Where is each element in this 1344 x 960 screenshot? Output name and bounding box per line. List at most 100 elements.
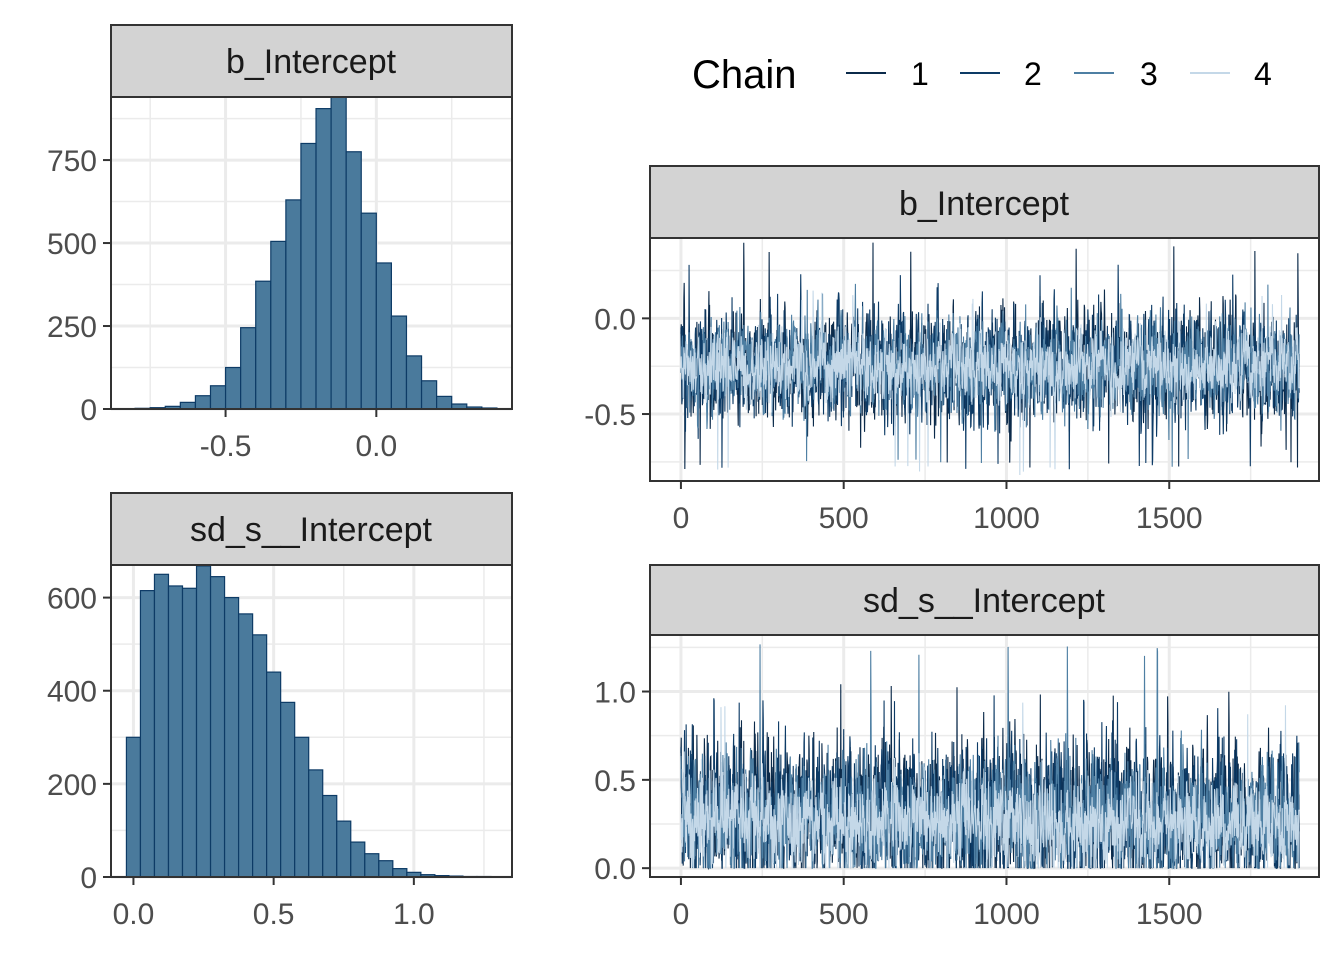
strip-background [649, 564, 1320, 636]
histogram-bar [209, 576, 226, 877]
histogram-bar [350, 841, 366, 877]
y-tick-label: -0.5 [584, 399, 636, 432]
strip-title: b_Intercept [226, 43, 397, 81]
histogram-bar [390, 315, 408, 409]
x-tick-label: 500 [819, 898, 869, 931]
y-tick-label: 0 [80, 394, 97, 427]
histogram-bar [223, 596, 240, 877]
histogram-bar [194, 395, 212, 409]
histogram-bar [167, 585, 184, 877]
trace-panel-sd-s-intercept: sd_s__Intercept 0 500 1000 1500 0.0 0.5 1.0 [594, 564, 1320, 931]
x-tick-label: 0 [673, 502, 690, 535]
histogram-bar [420, 380, 438, 409]
plot-area: 0 500 1000 1500 0.0 0.5 1.0 [594, 634, 1320, 931]
plot-area: -0.5 0.0 0 250 500 750 [47, 96, 513, 463]
histogram-bar [315, 108, 332, 409]
histogram-bar [270, 240, 287, 409]
histogram-bar [405, 355, 423, 409]
histogram-bar [255, 280, 272, 409]
panel-border [649, 237, 1320, 482]
legend-title: Chain [692, 53, 797, 97]
histogram-bar [237, 613, 254, 877]
strip-title: b_Intercept [899, 185, 1070, 223]
y-tick-label: 250 [47, 311, 97, 344]
y-tick-label: 500 [47, 228, 97, 261]
legend-label-2: 2 [1024, 56, 1042, 92]
trace-line-chain-4 [680, 702, 1300, 869]
plot-area: 0.0 0.5 1.0 0 200 400 600 [47, 564, 513, 931]
x-tick-label: 0.0 [355, 430, 397, 463]
histogram-panel-sd-s-intercept: sd_s__Intercept 0.0 0.5 1.0 0 200 400 600 [47, 492, 513, 931]
data-marks [680, 644, 1300, 871]
legend-label-4: 4 [1254, 56, 1272, 92]
histogram-panel-b-intercept: b_Intercept -0.5 0.0 0 250 500 750 [47, 24, 513, 463]
axes: 0 500 1000 1500 0.0 0.5 1.0 [594, 677, 1202, 931]
trace-line-chain-3 [680, 283, 1300, 467]
x-tick-label: 0.5 [253, 898, 295, 931]
histogram-bar [252, 634, 268, 877]
x-tick-label: 1.0 [393, 898, 435, 931]
legend-item-4: 4 [1190, 56, 1272, 92]
histogram-bar [139, 590, 156, 877]
legend: Chain 1 2 3 4 [692, 53, 1272, 97]
histogram-bar [195, 565, 212, 877]
trace-panel-b-intercept: b_Intercept 0 500 1000 1500 -0.5 0.0 [584, 165, 1320, 535]
histogram-bar [153, 573, 170, 877]
histogram-bar [209, 385, 227, 409]
x-tick-label: 1000 [973, 502, 1040, 535]
histogram-bar [280, 701, 296, 877]
legend-label-3: 3 [1140, 56, 1158, 92]
histogram-bar [181, 587, 198, 877]
histogram-bar [360, 212, 377, 409]
strip-title: sd_s__Intercept [190, 511, 432, 549]
histogram-bar [308, 769, 324, 877]
histogram-bar [336, 820, 352, 877]
histogram-bar [364, 853, 380, 877]
panel-border [110, 96, 513, 410]
data-marks [680, 242, 1300, 475]
histogram-bar [330, 97, 347, 409]
data-marks [134, 97, 498, 409]
axes: 0 500 1000 1500 -0.5 0.0 [584, 303, 1202, 535]
axes: 0.0 0.5 1.0 0 200 400 600 [47, 583, 435, 931]
plot-area: 0 500 1000 1500 -0.5 0.0 [584, 237, 1320, 535]
legend-item-2: 2 [960, 56, 1042, 92]
strip-background [649, 165, 1320, 239]
x-tick-label: 1500 [1136, 502, 1203, 535]
histogram-bar [125, 736, 142, 877]
x-tick-label: -0.5 [200, 430, 252, 463]
x-tick-label: 1000 [973, 898, 1040, 931]
x-tick-label: 1500 [1136, 898, 1203, 931]
histogram-bar [240, 327, 257, 409]
x-tick-label: 0.0 [113, 898, 155, 931]
histogram-bar [300, 142, 317, 409]
histogram-bar [294, 736, 310, 877]
histogram-bar [378, 860, 394, 877]
y-tick-label: 750 [47, 145, 97, 178]
y-tick-label: 0.0 [594, 303, 636, 336]
y-tick-label: 0.5 [594, 765, 636, 798]
y-tick-label: 400 [47, 676, 97, 709]
histogram-bar [224, 366, 242, 409]
histogram-bar [322, 794, 338, 877]
strip-background [110, 24, 513, 98]
x-tick-label: 500 [819, 502, 869, 535]
data-marks [125, 565, 492, 877]
y-tick-label: 0 [80, 862, 97, 895]
strip-title: sd_s__Intercept [863, 582, 1105, 620]
histogram-bar [266, 671, 282, 877]
axes: -0.5 0.0 0 250 500 750 [47, 145, 397, 463]
legend-item-1: 1 [846, 56, 929, 92]
histogram-bar [392, 868, 408, 877]
y-tick-label: 200 [47, 769, 97, 802]
histogram-bar [285, 199, 302, 409]
panel-border [110, 564, 513, 878]
histogram-bar [375, 262, 392, 409]
panel-border [649, 634, 1320, 878]
y-tick-label: 600 [47, 583, 97, 616]
legend-item-3: 3 [1074, 56, 1158, 92]
y-tick-label: 0.0 [594, 853, 636, 886]
histogram-bar [345, 151, 362, 409]
y-tick-label: 1.0 [594, 677, 636, 710]
